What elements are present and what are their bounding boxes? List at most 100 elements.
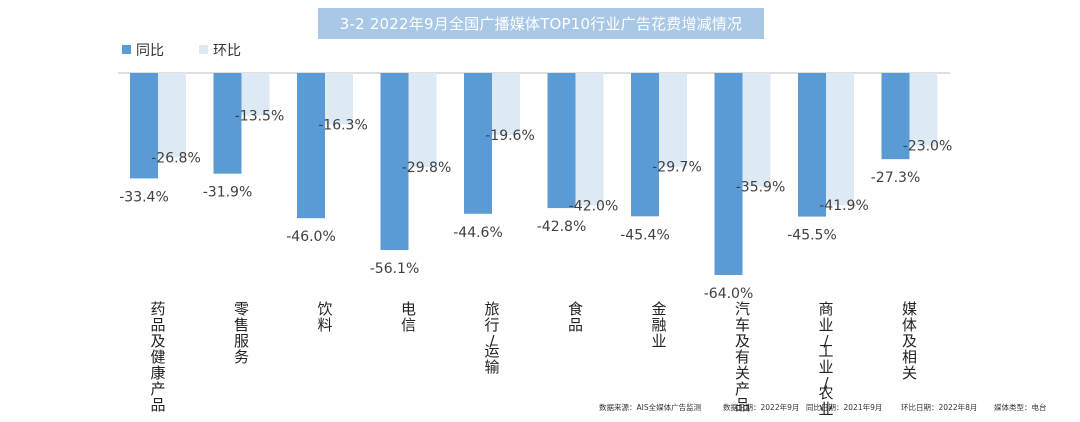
category-label-2-char-1: 零 [234,300,249,318]
legend-label-1: 同比 [136,43,164,59]
category-label-5-char-3: / [489,332,495,350]
bar-mom-8 [742,73,771,187]
footer-source: 数据来源：AIS全媒体广告监测 [599,403,702,412]
value-label-mom-1: -26.8% [151,151,201,167]
value-label-yoy-9: -45.5% [787,228,837,244]
value-label-yoy-5: -44.6% [453,225,503,241]
category-label-7-char-1: 金 [651,300,666,318]
value-label-yoy-3: -46.0% [286,229,336,245]
legend: 同比 环比 [122,43,241,59]
category-label-9-char-7: 农 [818,384,833,402]
legend-swatch-1 [122,45,131,54]
value-label-yoy-2: -31.9% [203,185,253,201]
category-label-8-char-7: 品 [735,396,750,414]
category-label-9-char-6: / [823,374,829,392]
value-label-yoy-6: -42.8% [537,219,587,235]
value-labels: -33.4% -26.8% -31.9% -13.5% -46.0% -16.3% -56.… [119,109,952,302]
footer-yoy-date: 同比日期：2021年9月 [806,403,883,412]
bar-yoy-1 [130,73,158,179]
value-label-yoy-1: -33.4% [119,189,169,205]
category-label-10-char-1: 媒 [902,300,917,318]
category-label-5-char-2: 行 [484,316,499,334]
bar-mom-9 [826,73,854,206]
footer-mom-date: 环比日期：2022年8月 [901,403,978,412]
category-label-9-char-4: 工 [818,342,833,360]
bars [130,73,938,275]
value-label-mom-10: -23.0% [903,139,953,155]
value-label-yoy-10: -27.3% [871,170,921,186]
category-label-10-char-5: 关 [902,364,917,382]
value-label-mom-8: -35.9% [736,179,786,195]
bar-mom-4 [408,73,437,168]
value-label-mom-9: -41.9% [819,198,869,214]
category-label-1-char-4: 健 [150,348,165,366]
category-label-5-char-1: 旅 [484,300,499,318]
value-label-mom-2: -13.5% [235,109,285,125]
category-label-8-char-4: 有 [735,348,750,366]
bar-yoy-10 [881,73,910,160]
bar-mom-10 [909,73,938,146]
bar-yoy-9 [798,73,826,217]
category-label-9-char-8: 业 [818,400,833,418]
category-label-1-char-3: 及 [150,332,165,350]
bar-mom-1 [158,73,186,158]
value-label-mom-6: -42.0% [569,199,619,215]
footer-data-date: 数据日期：2022年9月 [723,403,800,412]
category-label-4-char-1: 电 [401,300,416,318]
bar-mom-2 [241,73,270,116]
category-label-7-char-3: 业 [651,332,666,350]
bar-yoy-6 [547,73,576,209]
category-label-1-char-5: 康 [150,364,165,382]
category-label-9-char-2: 业 [818,316,833,334]
bar-yoy-4 [380,73,409,251]
bar-yoy-7 [631,73,659,217]
category-label-2-char-2: 售 [234,316,249,334]
legend-swatch-2 [199,45,208,54]
value-label-mom-7: -29.7% [652,160,702,176]
category-label-1-char-6: 产 [150,380,165,398]
category-label-8-char-5: 关 [735,364,750,382]
bar-yoy-3 [297,73,325,219]
category-label-2-char-4: 务 [234,348,249,366]
legend-label-2: 环比 [213,43,241,59]
category-label-8-char-6: 产 [735,380,750,398]
category-label-5-char-4: 运 [484,342,499,360]
bar-mom-5 [492,73,520,135]
category-label-9-char-3: / [823,332,829,350]
bar-mom-3 [325,73,353,125]
category-label-9-char-1: 商 [818,300,833,318]
category-label-8-char-2: 车 [735,316,750,334]
bar-yoy-8 [714,73,743,275]
category-label-1-char-2: 品 [150,316,165,334]
category-labels: 药品及健康产品零售服务饮料电信旅行/运输食品金融业汽车及有关产品商业/工业/农业… [150,300,917,418]
category-label-3-char-1: 饮 [317,300,332,318]
category-label-10-char-3: 及 [902,332,917,350]
category-label-1-char-7: 品 [150,396,165,414]
chart-title: 3-2 2022年9月全国广播媒体TOP10行业广告花费增减情况 [318,8,764,39]
value-label-mom-5: -19.6% [485,128,535,144]
category-label-10-char-2: 体 [902,316,917,334]
value-label-yoy-8: -64.0% [704,286,754,302]
category-label-10-char-4: 相 [902,348,917,366]
bar-yoy-5 [464,73,492,214]
value-label-mom-4: -29.8% [402,160,452,176]
category-label-9-char-5: 业 [818,358,833,376]
category-label-5-char-5: 输 [484,358,499,376]
category-label-1-char-1: 药 [150,300,165,318]
category-label-8-char-1: 汽 [735,300,750,318]
category-label-2-char-3: 服 [234,332,249,350]
bar-yoy-2 [213,73,242,174]
category-label-4-char-2: 信 [401,316,416,334]
category-label-6-char-1: 食 [568,300,583,318]
bar-mom-6 [575,73,604,206]
value-label-mom-3: -16.3% [318,117,368,133]
value-label-yoy-7: -45.4% [620,227,670,243]
category-label-8-char-3: 及 [735,332,750,350]
value-label-yoy-4: -56.1% [370,261,420,277]
footer-media-type: 媒体类型：电台 [994,403,1047,412]
bar-mom-7 [659,73,687,167]
category-label-3-char-2: 料 [317,316,332,334]
category-label-6-char-2: 品 [568,316,583,334]
category-label-7-char-2: 融 [651,316,666,334]
